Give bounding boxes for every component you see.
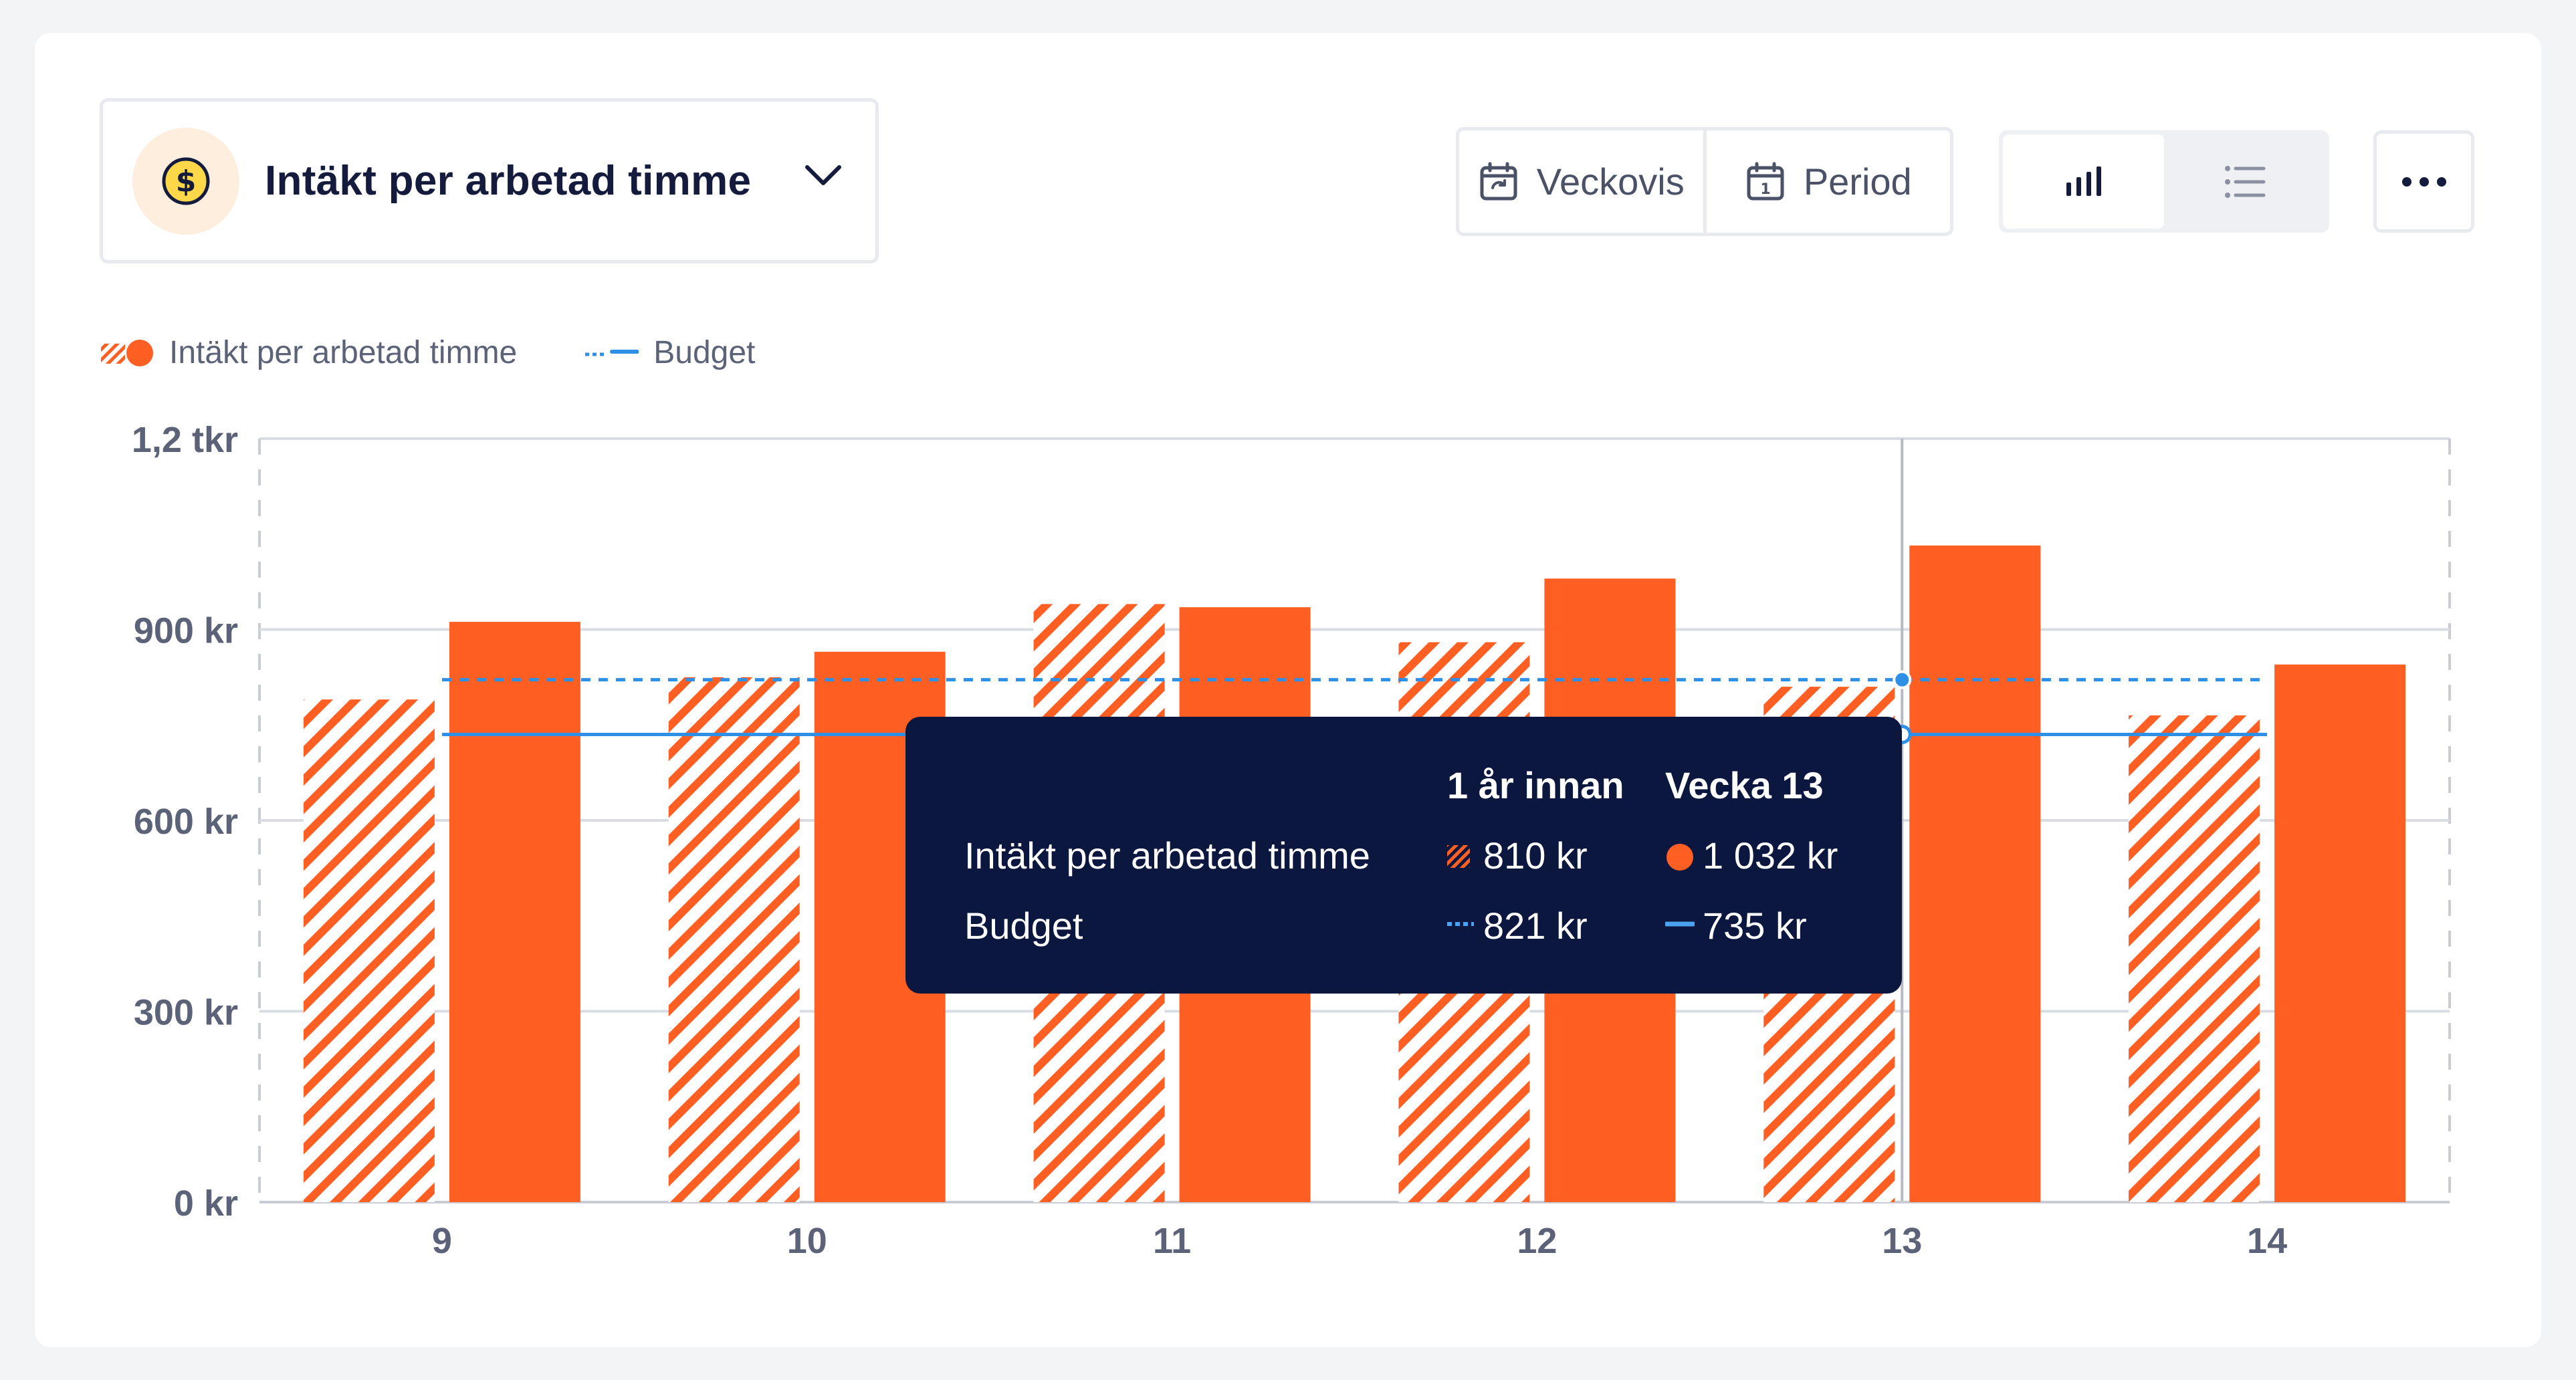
tooltip-budget-current: 735 kr <box>1703 905 1807 947</box>
period-segmented-control: Veckovis 1 Period <box>1456 127 1953 236</box>
tooltip-budget-previous: 821 kr <box>1483 905 1588 947</box>
dot-swatch-icon <box>1667 844 1693 871</box>
chart-tooltip: 1 år innan Vecka 13 Intäkt per arbetad t… <box>905 717 1902 994</box>
legend-label-revenue: Intäkt per arbetad timme <box>169 335 518 370</box>
y-tick-label: 300 kr <box>134 993 238 1033</box>
list-icon <box>2224 165 2265 198</box>
hatch-swatch-icon <box>1447 845 1470 868</box>
y-tick-label: 900 kr <box>134 611 238 651</box>
chevron-down-icon <box>805 165 841 185</box>
bar-current <box>2274 664 2406 1202</box>
dotted-line-swatch-icon <box>1447 922 1474 926</box>
legend-item-budget[interactable]: Budget <box>584 334 755 371</box>
weekly-label: Veckovis <box>1536 160 1685 203</box>
metric-title: Intäkt per arbetad timme <box>265 158 752 204</box>
y-tick-label: 1,2 tkr <box>132 420 238 460</box>
legend-item-revenue[interactable]: Intäkt per arbetad timme <box>100 334 517 371</box>
x-tick-label: 13 <box>1882 1221 1922 1261</box>
tooltip-row-label-revenue: Intäkt per arbetad timme <box>964 834 1370 877</box>
list-view-button[interactable] <box>2164 134 2325 229</box>
x-tick-label: 12 <box>1517 1221 1557 1261</box>
weekly-button[interactable]: Veckovis <box>1459 130 1703 233</box>
budget-point-previous-year <box>1893 670 1912 689</box>
more-options-button[interactable] <box>2373 130 2474 233</box>
svg-text:$: $ <box>176 164 197 199</box>
svg-text:1: 1 <box>1760 181 1770 198</box>
x-tick-label: 11 <box>1153 1221 1191 1261</box>
bar-chart-view-button[interactable] <box>2003 134 2164 229</box>
bar-chart-icon <box>2066 166 2101 196</box>
bar-current <box>1909 545 2041 1202</box>
x-tick-label: 10 <box>787 1221 827 1261</box>
calendar-repeat-icon <box>1480 162 1517 200</box>
tooltip-header-current: Vecka 13 <box>1665 764 1824 806</box>
hatch-dot-swatch-icon <box>101 339 153 366</box>
view-toggle <box>1999 130 2329 233</box>
tooltip-revenue-previous: 810 kr <box>1483 834 1588 877</box>
x-tick-label: 14 <box>2247 1221 2287 1261</box>
coin-dollar-icon: $ <box>132 127 239 235</box>
tooltip-header-previous: 1 år innan <box>1447 764 1624 806</box>
more-horizontal-icon <box>2401 177 2446 187</box>
period-label: Period <box>1803 160 1912 203</box>
chart-legend: Intäkt per arbetad timme Budget <box>100 334 822 371</box>
calendar-icon: 1 <box>1747 162 1784 200</box>
tooltip-row-label-budget: Budget <box>964 905 1083 947</box>
solid-line-swatch-icon <box>1665 921 1695 927</box>
legend-label-budget: Budget <box>653 335 756 370</box>
budget-line-swatch-icon <box>585 349 639 356</box>
metric-selector[interactable]: $ Intäkt per arbetad timme <box>100 98 879 263</box>
tooltip-revenue-current: 1 032 kr <box>1703 834 1838 877</box>
period-button[interactable]: 1 Period <box>1703 130 1951 233</box>
bar-current <box>449 622 580 1202</box>
x-tick-label: 9 <box>432 1221 452 1261</box>
bar-previous-year <box>668 677 800 1202</box>
bar-previous-year <box>2129 715 2260 1202</box>
y-tick-label: 600 kr <box>134 802 238 842</box>
bar-previous-year <box>303 699 435 1202</box>
y-tick-label: 0 kr <box>174 1183 238 1224</box>
